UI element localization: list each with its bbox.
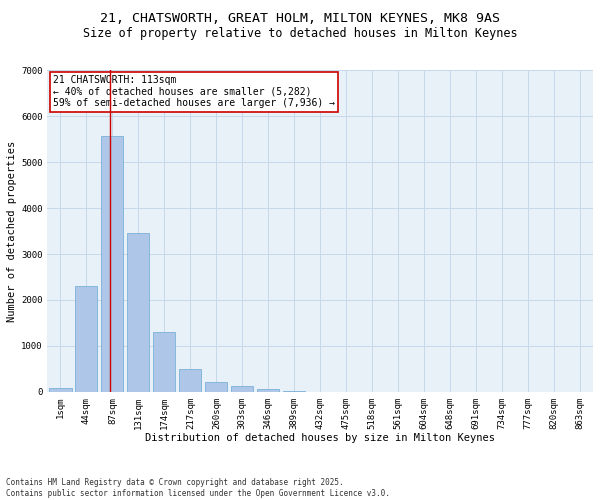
Bar	[49, 388, 71, 392]
Text: 21, CHATSWORTH, GREAT HOLM, MILTON KEYNES, MK8 9AS: 21, CHATSWORTH, GREAT HOLM, MILTON KEYNE…	[100, 12, 500, 26]
Text: Size of property relative to detached houses in Milton Keynes: Size of property relative to detached ho…	[83, 28, 517, 40]
Bar	[76, 286, 97, 392]
Bar	[205, 382, 227, 392]
Bar	[179, 369, 202, 392]
X-axis label: Distribution of detached houses by size in Milton Keynes: Distribution of detached houses by size …	[145, 433, 495, 443]
Bar	[231, 386, 253, 392]
Y-axis label: Number of detached properties: Number of detached properties	[7, 140, 17, 322]
Text: Contains HM Land Registry data © Crown copyright and database right 2025.
Contai: Contains HM Land Registry data © Crown c…	[6, 478, 390, 498]
Bar	[257, 389, 280, 392]
Bar	[127, 234, 149, 392]
Bar	[101, 136, 124, 392]
Bar	[154, 332, 175, 392]
Text: 21 CHATSWORTH: 113sqm
← 40% of detached houses are smaller (5,282)
59% of semi-d: 21 CHATSWORTH: 113sqm ← 40% of detached …	[53, 76, 335, 108]
